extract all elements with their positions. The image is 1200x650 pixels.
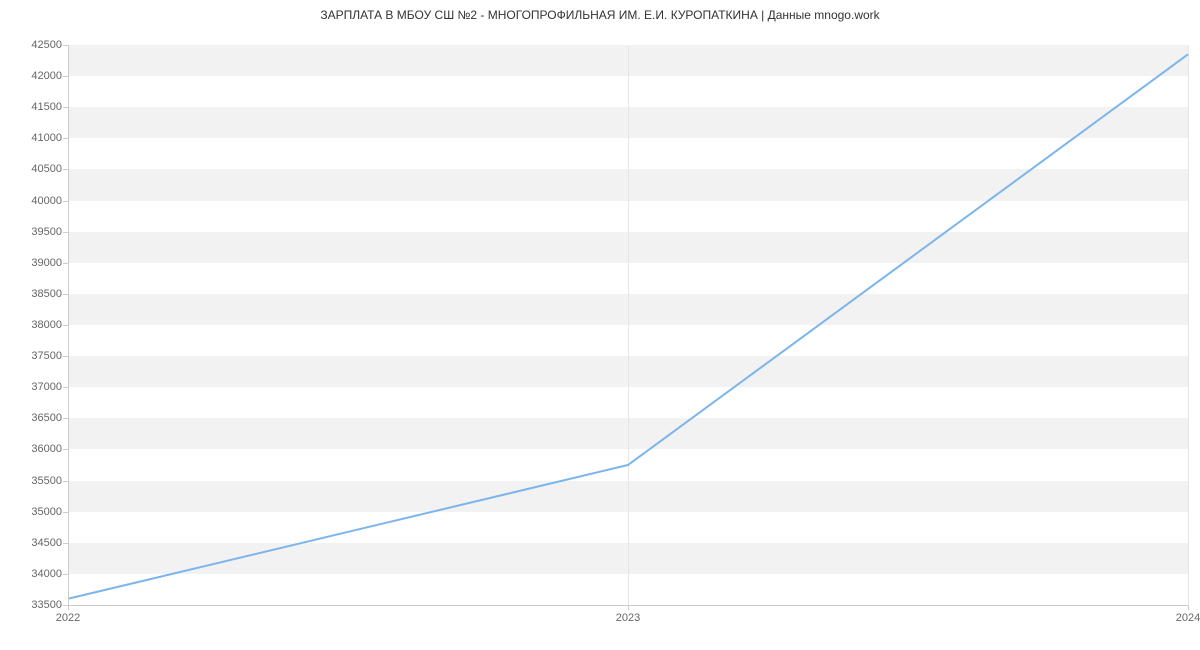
y-tick-label: 37000 bbox=[6, 381, 62, 393]
chart-title: ЗАРПЛАТА В МБОУ СШ №2 - МНОГОПРОФИЛЬНАЯ … bbox=[0, 8, 1200, 22]
y-tick-label: 38500 bbox=[6, 288, 62, 300]
y-tick-label: 41500 bbox=[6, 101, 62, 113]
y-tick-label: 42500 bbox=[6, 39, 62, 51]
y-tick-label: 39500 bbox=[6, 226, 62, 238]
salary-chart: ЗАРПЛАТА В МБОУ СШ №2 - МНОГОПРОФИЛЬНАЯ … bbox=[0, 0, 1200, 650]
y-tick-label: 37500 bbox=[6, 350, 62, 362]
y-tick-label: 34000 bbox=[6, 568, 62, 580]
x-tick-label: 2022 bbox=[56, 612, 80, 624]
line-series bbox=[68, 45, 1188, 605]
y-tick-label: 35000 bbox=[6, 506, 62, 518]
y-tick-label: 39000 bbox=[6, 257, 62, 269]
x-tick-label: 2024 bbox=[1176, 612, 1200, 624]
y-tick-label: 33500 bbox=[6, 599, 62, 611]
y-tick-label: 36000 bbox=[6, 443, 62, 455]
y-tick-label: 38000 bbox=[6, 319, 62, 331]
y-tick-label: 40500 bbox=[6, 163, 62, 175]
y-tick-label: 34500 bbox=[6, 537, 62, 549]
x-tick-label: 2023 bbox=[616, 612, 640, 624]
y-tick-label: 42000 bbox=[6, 70, 62, 82]
y-tick-label: 41000 bbox=[6, 132, 62, 144]
y-tick-label: 36500 bbox=[6, 412, 62, 424]
y-tick-label: 35500 bbox=[6, 475, 62, 487]
y-tick-label: 40000 bbox=[6, 195, 62, 207]
plot-area bbox=[68, 45, 1188, 605]
